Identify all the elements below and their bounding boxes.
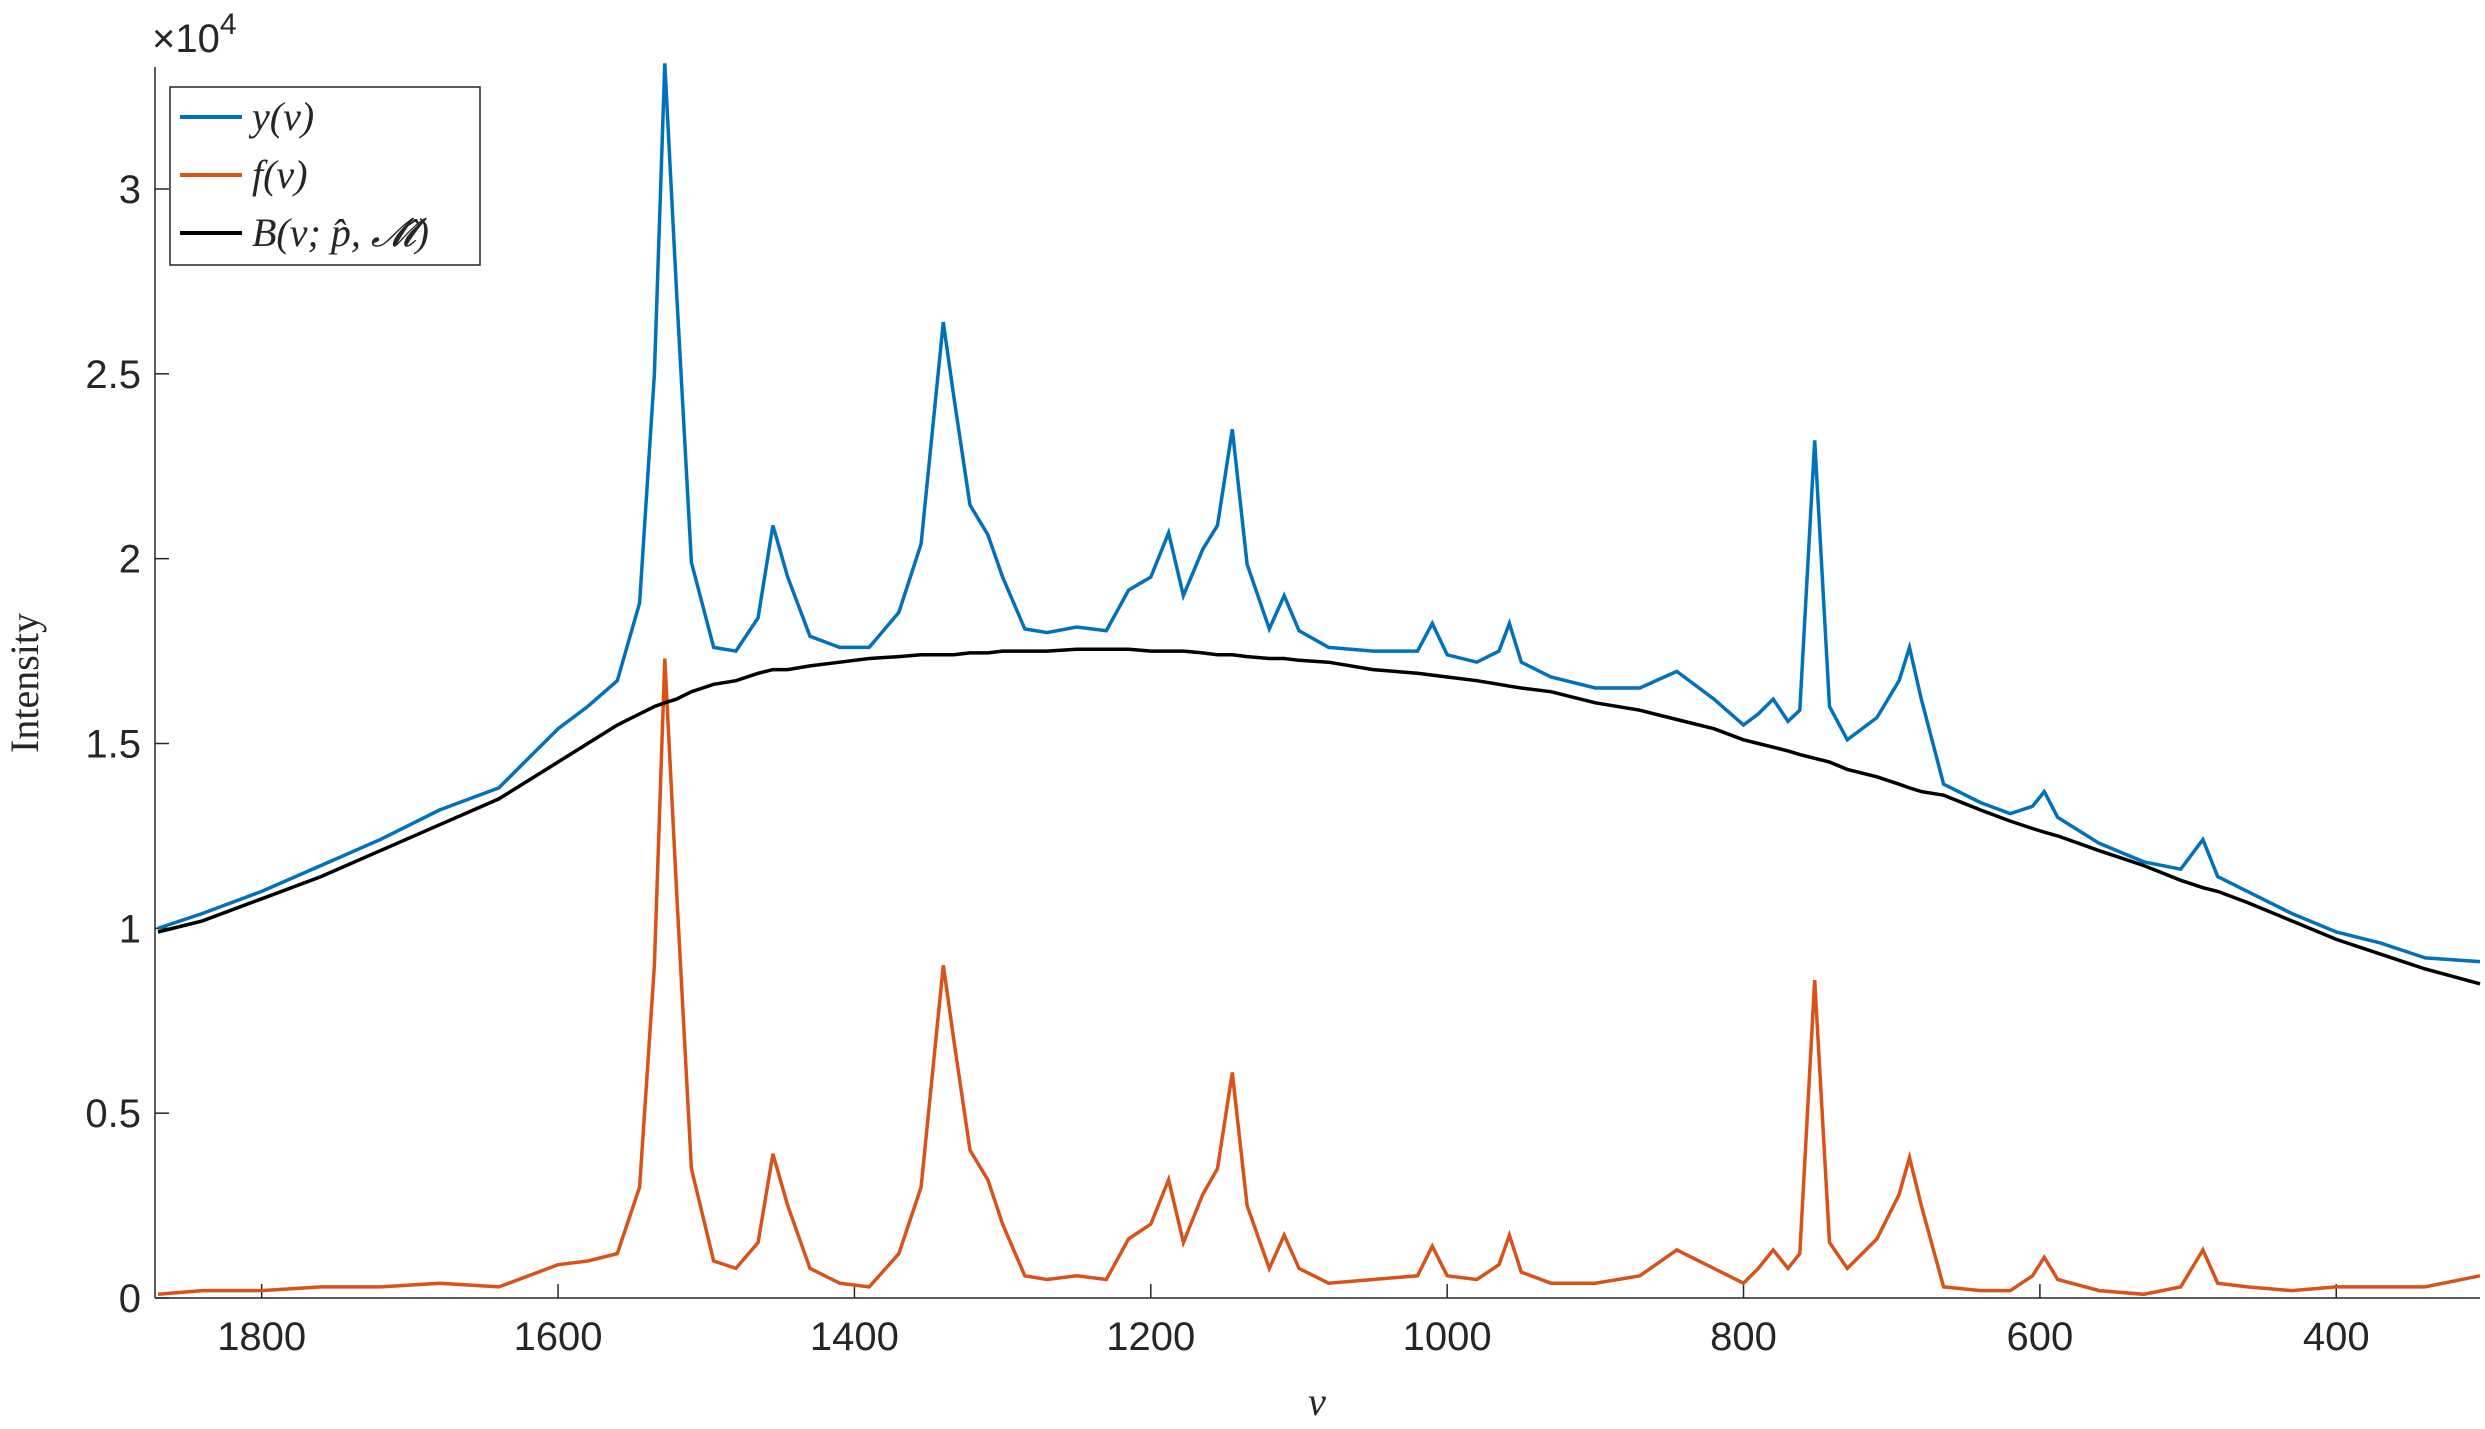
series-line (157, 63, 2481, 964)
x-tick-label: 800 (1710, 1315, 1777, 1359)
y-tick-label: 1 (119, 907, 141, 951)
y-multiplier-exponent: 4 (220, 8, 237, 41)
y-tick-label: 0 (119, 1277, 141, 1321)
legend-label: B(ν; p̂, 𝓜̂) (252, 210, 429, 255)
x-tick-label: 600 (2007, 1315, 2074, 1359)
x-tick-label: 1800 (217, 1315, 306, 1359)
legend-label: y(ν) (248, 94, 314, 139)
x-axis-label: ν (1308, 1379, 1326, 1424)
x-tick-label: 1000 (1403, 1315, 1492, 1359)
x-tick-label: 400 (2303, 1315, 2370, 1359)
series-line (157, 647, 2481, 986)
y-tick-label: 2.5 (85, 353, 141, 397)
x-tick-label: 1200 (1106, 1315, 1195, 1359)
y-axis-label: Intensity (2, 613, 47, 753)
y-tick-label: 2 (119, 538, 141, 582)
y-multiplier: ×104 (152, 8, 237, 61)
x-tick-label: 1400 (810, 1315, 899, 1359)
y-tick-label: 1.5 (85, 722, 141, 766)
y-tick-label: 0.5 (85, 1092, 141, 1136)
y-tick-label: 3 (119, 168, 141, 212)
series-line (157, 658, 2481, 1297)
legend-label: f(ν) (252, 152, 308, 197)
y-multiplier-base: ×10 (152, 17, 220, 61)
x-tick-label: 1600 (514, 1315, 603, 1359)
